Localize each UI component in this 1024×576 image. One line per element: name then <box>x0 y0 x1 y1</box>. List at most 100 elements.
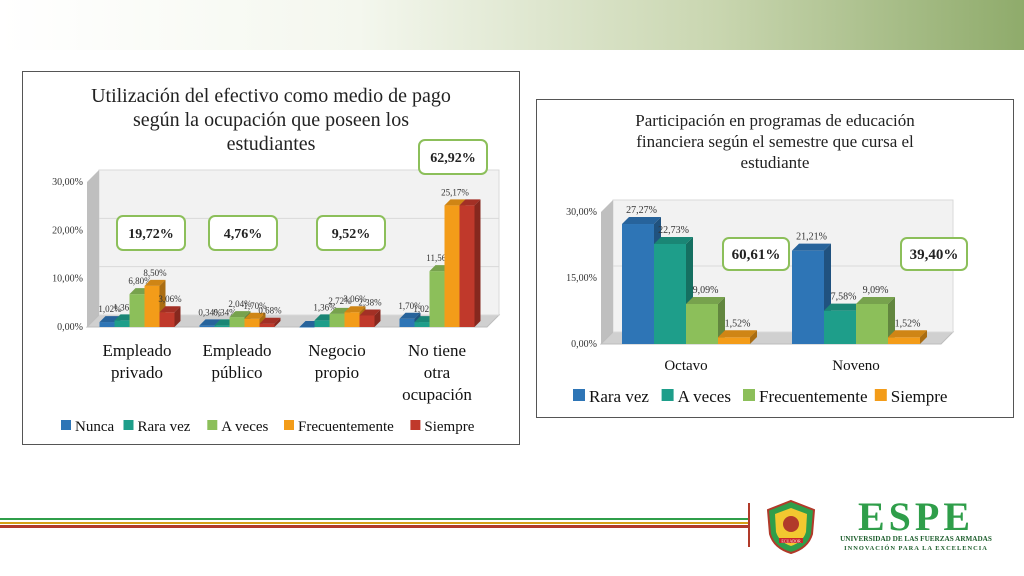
bar-side <box>274 317 281 327</box>
callout-box <box>418 139 488 175</box>
logo-line1: UNIVERSIDAD DE LAS FUERZAS ARMADAS <box>840 535 992 543</box>
y-tick-label: 0,00% <box>571 339 597 350</box>
bar-siempre <box>159 312 175 327</box>
legend-label: Siempre <box>424 419 474 435</box>
legend-swatch <box>284 420 294 430</box>
bar-a-veces <box>329 313 345 327</box>
bar-nunca <box>399 318 415 327</box>
legend-swatch <box>207 420 218 430</box>
chart-title-line: financiera según el semestre que cursa e… <box>636 132 914 151</box>
bar-top <box>359 309 381 316</box>
bar-siempre <box>888 337 920 344</box>
data-label: 9,09% <box>863 285 889 296</box>
bar-top <box>824 303 863 311</box>
data-label: 1,36% <box>313 302 337 312</box>
legend-label: A veces <box>678 387 731 406</box>
bar-siempre <box>718 337 750 344</box>
category-label: otra <box>424 363 451 382</box>
data-label: 0,68% <box>258 306 282 316</box>
bar-side <box>750 330 757 344</box>
chart-title-line: Utilización del efectivo como medio de p… <box>91 85 451 107</box>
bar-top <box>718 330 757 338</box>
callout-box <box>116 215 186 251</box>
chart-panel-occupation: Utilización del efectivo como medio de p… <box>22 71 520 445</box>
logo-line2: INNOVACIÓN PARA LA EXCELENCIA <box>844 544 988 552</box>
legend-label: A veces <box>221 419 268 435</box>
bar-nunca <box>199 325 215 327</box>
bar-top <box>344 306 366 313</box>
data-label: 1,70% <box>243 301 267 311</box>
bar-rara-vez <box>114 320 130 327</box>
chart-title-line: estudiante <box>741 153 810 172</box>
data-label: 1,52% <box>895 318 921 329</box>
legend-swatch <box>661 389 674 401</box>
callout-value: 4,76% <box>224 227 263 242</box>
chart-semester: Participación en programas de educación f… <box>566 111 968 406</box>
bar-frecuentemente <box>344 312 360 327</box>
university-seal-logo: ECUADOR <box>766 499 816 555</box>
callout-value: 60,61% <box>732 247 781 263</box>
data-label: 1,02% <box>413 304 437 314</box>
category-label: ocupación <box>402 385 472 404</box>
bar-frecuentemente <box>856 304 888 344</box>
chart-side-wall <box>87 170 99 327</box>
data-label: 11,56% <box>426 253 454 263</box>
bar-top <box>144 279 166 286</box>
y-tick-label: 10,00% <box>52 274 83 285</box>
data-label: 2,38% <box>358 297 382 307</box>
bar-side <box>174 306 181 327</box>
data-label: 21,21% <box>796 232 827 243</box>
legend-swatch <box>61 420 71 430</box>
bar-top <box>622 217 661 225</box>
legend-label: Siempre <box>891 387 948 406</box>
bar-top <box>792 243 831 251</box>
category-label: Negocio <box>308 341 366 360</box>
bar-a-veces <box>429 271 445 327</box>
bar-siempre <box>359 315 375 327</box>
chart-title-line: estudiantes <box>227 133 316 155</box>
legend-swatch <box>123 420 134 430</box>
bar-siempre <box>459 205 475 327</box>
bar-nunca <box>99 322 115 327</box>
data-label: 1,36% <box>113 302 137 312</box>
legend-swatch <box>874 389 887 401</box>
bar-a-veces <box>824 310 856 344</box>
bar-side <box>474 199 481 327</box>
category-label: Noveno <box>832 358 880 374</box>
data-label: 1,52% <box>725 318 751 329</box>
bar-top <box>399 312 421 319</box>
bar-top <box>229 311 251 318</box>
bar-top <box>459 199 481 206</box>
data-label: 0,34% <box>198 307 222 317</box>
legend-label: Frecuentemente <box>298 419 394 435</box>
data-label: 1,02% <box>98 304 122 314</box>
legend-label: Frecuentemente <box>759 387 868 406</box>
callout-value: 19,72% <box>128 227 174 242</box>
bar-top <box>856 297 895 305</box>
bar-a-veces <box>129 294 145 327</box>
bar-top <box>199 319 221 326</box>
data-label: 8,50% <box>143 268 167 278</box>
callout-box <box>208 215 278 251</box>
callout-box <box>722 237 790 271</box>
y-tick-label: 30,00% <box>566 207 597 218</box>
y-tick-label: 15,00% <box>566 273 597 284</box>
category-label: No tiene <box>408 341 466 360</box>
bar-frecuentemente <box>444 205 460 327</box>
callout-box <box>316 215 386 251</box>
data-label: 2,72% <box>328 296 352 306</box>
chart-title-line: Participación en programas de educación <box>635 111 915 130</box>
y-tick-label: 30,00% <box>52 177 83 188</box>
callout-value: 9,52% <box>332 227 371 242</box>
chart-title-line: según la ocupación que poseen los <box>133 109 409 131</box>
chart-panel-semester: Participación en programas de educación f… <box>536 99 1014 418</box>
data-label: 6,80% <box>128 276 152 286</box>
bar-nunca <box>299 327 315 328</box>
seal-text: ECUADOR <box>781 539 801 544</box>
category-label: público <box>212 363 263 382</box>
bar-frecuentemente <box>244 318 260 327</box>
espe-logo: ESPE UNIVERSIDAD DE LAS FUERZAS ARMADAS … <box>840 496 992 552</box>
y-tick-label: 20,00% <box>52 225 83 236</box>
logo-word: ESPE <box>858 496 974 539</box>
legend-swatch <box>743 389 755 401</box>
